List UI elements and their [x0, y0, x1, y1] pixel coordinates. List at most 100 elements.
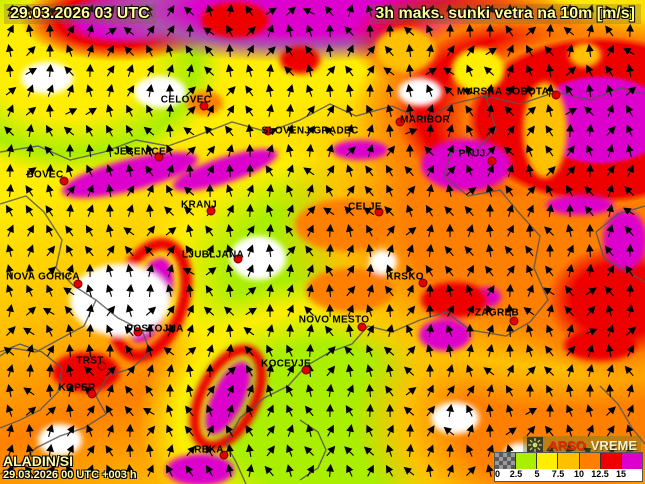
wind-arrow [626, 384, 634, 397]
wind-arrow [286, 444, 294, 457]
wind-arrow [346, 44, 354, 57]
wind-arrow [426, 463, 434, 478]
wind-arrow [286, 424, 294, 437]
wind-arrow [385, 464, 394, 477]
wind-arrow [406, 284, 414, 297]
wind-arrow [486, 203, 494, 218]
wind-arrow [486, 423, 494, 438]
wind-arrow [6, 383, 14, 398]
wind-arrow [246, 443, 254, 458]
wind-arrow [226, 323, 234, 338]
wind-arrow [226, 63, 234, 78]
wind-arrow [624, 186, 634, 196]
wind-arrow [444, 86, 454, 96]
city-label: REKA [194, 444, 224, 456]
wind-arrow [544, 45, 554, 57]
wind-arrow [65, 225, 74, 237]
wind-arrow [346, 164, 354, 177]
wind-arrow [346, 83, 354, 98]
wind-arrow [286, 103, 294, 118]
wind-arrow [385, 385, 394, 397]
wind-arrow [586, 123, 594, 138]
wind-arrow [344, 446, 354, 456]
wind-arrow [326, 184, 334, 197]
wind-arrow [526, 366, 536, 376]
wind-arrow [366, 424, 374, 437]
wind-arrow [286, 245, 296, 257]
city-marker [395, 117, 405, 127]
wind-arrow [406, 204, 414, 217]
wind-arrow [446, 364, 454, 377]
wind-arrow [6, 364, 14, 377]
city-label: MURSKA SOBOTA [456, 86, 550, 98]
wind-arrow [366, 124, 374, 137]
city-marker [301, 365, 311, 375]
wind-arrow [324, 5, 334, 17]
wind-arrow [4, 126, 15, 136]
wind-arrow [6, 326, 16, 336]
wind-arrow [346, 464, 354, 477]
city-marker [73, 279, 83, 289]
legend-tick: 7.5 [551, 469, 565, 479]
wind-gust-legend[interactable]: 0 2.5 5 7.5 10 12.5 15 [494, 452, 643, 482]
wind-arrow [123, 26, 135, 36]
wind-arrow [626, 404, 634, 417]
wind-arrow [506, 44, 514, 57]
wind-arrow [245, 85, 254, 97]
wind-arrow [526, 223, 534, 238]
wind-arrow [23, 327, 35, 336]
wind-arrow [266, 183, 274, 198]
map-title-header: 3h maks. sunki vetra na 10m [m/s] [369, 4, 641, 24]
wind-arrow [466, 343, 474, 358]
city-label: CELOVEC [160, 94, 212, 106]
wind-arrow [66, 203, 74, 218]
wind-arrow [86, 84, 94, 97]
wind-arrow [426, 183, 434, 198]
wind-arrow [605, 65, 614, 77]
wind-arrow [266, 283, 274, 298]
wind-arrow [546, 403, 554, 418]
legend-swatch [621, 453, 642, 469]
wind-arrow [505, 25, 514, 37]
wind-arrow [166, 64, 174, 77]
wind-arrow [365, 165, 374, 177]
wind-arrow [386, 403, 394, 418]
wind-arrow [525, 44, 534, 57]
wind-arrow [486, 464, 494, 477]
wind-arrow [86, 63, 94, 78]
wind-arrow [566, 404, 574, 417]
wind-arrow [266, 445, 275, 457]
wind-arrow [605, 25, 614, 37]
wind-arrow [366, 364, 374, 377]
city-marker [509, 316, 519, 326]
wind-arrow [366, 23, 374, 38]
wind-arrow [203, 306, 215, 316]
wind-arrow [266, 324, 274, 337]
wind-arrow [425, 204, 434, 217]
wind-arrow [506, 265, 515, 277]
wind-arrow [106, 44, 114, 57]
wind-arrow [146, 25, 155, 37]
city-label: TRST [76, 355, 104, 367]
wind-arrow [444, 245, 454, 257]
wind-arrow [486, 344, 494, 357]
wind-arrow [566, 224, 574, 237]
wind-arrow [626, 164, 634, 177]
wind-arrow [606, 406, 616, 416]
wind-arrow [366, 344, 374, 357]
wind-arrow [86, 204, 94, 217]
wind-arrow [466, 385, 475, 397]
arso-vreme-logo[interactable]: ARSO VREME [523, 436, 641, 454]
wind-arrow [344, 26, 354, 37]
wind-arrow [6, 284, 14, 297]
wind-arrow [245, 307, 257, 316]
wind-arrow [245, 105, 254, 117]
wind-arrow [544, 345, 554, 357]
wind-arrow [285, 6, 297, 16]
wind-arrow [464, 245, 474, 257]
city-label: NOVA GORICA [6, 271, 80, 283]
wind-arrow [166, 123, 174, 138]
wind-arrow [405, 386, 417, 396]
wind-arrow [245, 286, 257, 296]
wind-arrow [385, 164, 394, 177]
